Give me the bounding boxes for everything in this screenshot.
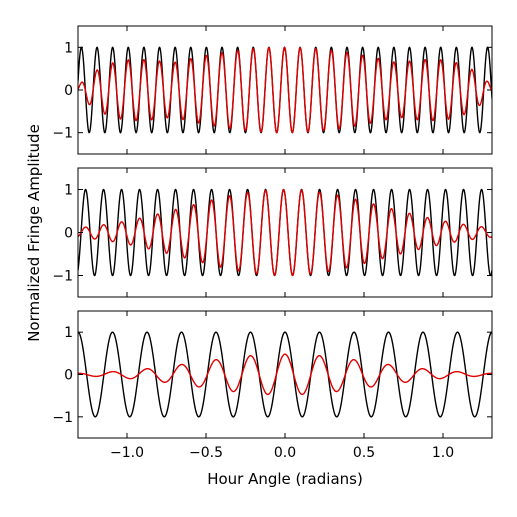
panel-1: 1 0 −1 — [52, 25, 493, 155]
y-tick-label: −1 — [52, 410, 73, 426]
y-tick-label: 1 — [64, 40, 73, 56]
y-tick-label: 1 — [64, 183, 73, 199]
x-tick-label: 0.5 — [353, 445, 375, 461]
y-tick-label: 0 — [64, 368, 73, 384]
panel-3-series-red — [78, 353, 492, 396]
panels-group: 1 0 −1 1 0 −1 1 0 −1 — [52, 25, 493, 439]
panel-3-series-black — [78, 331, 492, 418]
y-tick-label: −1 — [52, 126, 73, 142]
x-tick-label: 0.0 — [274, 445, 296, 461]
x-axis-label: Hour Angle (radians) — [207, 470, 363, 488]
x-tick-label: −0.5 — [189, 445, 223, 461]
panel-3: 1 0 −1 — [52, 310, 493, 439]
x-tick-label: 1.0 — [432, 445, 454, 461]
x-tick-label: −1.0 — [110, 445, 144, 461]
panel-1-series-red — [78, 46, 492, 134]
y-tick-label: −1 — [52, 269, 73, 285]
x-tick-labels: −1.0 −0.5 0.0 0.5 1.0 — [110, 445, 454, 461]
y-axis-label: Normalized Fringe Amplitude — [25, 124, 43, 342]
y-tick-label: 0 — [64, 83, 73, 99]
panel-2: 1 0 −1 — [52, 167, 493, 298]
panel-2-series-red — [78, 188, 492, 277]
y-tick-label: 1 — [64, 325, 73, 341]
y-tick-label: 0 — [64, 226, 73, 242]
